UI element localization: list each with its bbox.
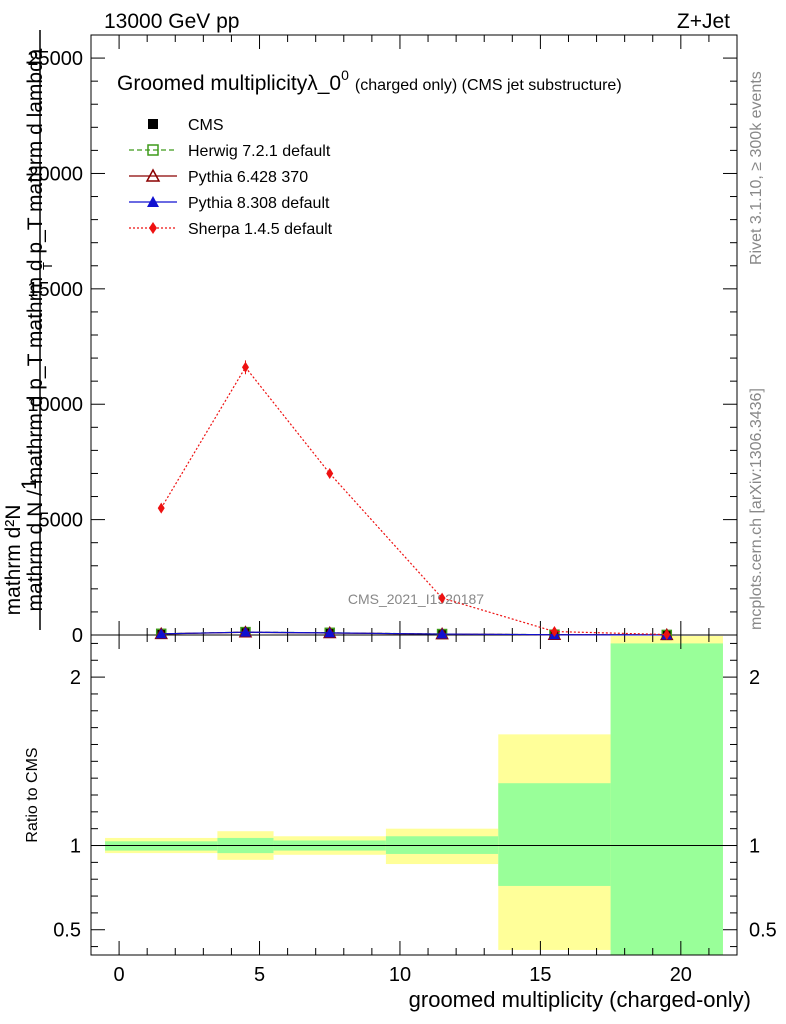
energy-label: 13000 GeV pp bbox=[104, 10, 239, 33]
ratio-xtick-label-3: 15 bbox=[529, 964, 551, 986]
main-ytick-label-3: 15000 bbox=[27, 279, 83, 301]
main-ytick-label-1: 5000 bbox=[39, 510, 84, 532]
main-y-label: mathrm d²N 1 mathrm d N / mathrm d p_T m… bbox=[2, 30, 55, 630]
series-point-3-2 bbox=[324, 627, 336, 638]
x-axis-label: groomed multiplicity (charged-only) bbox=[409, 987, 751, 1012]
legend-marker-2 bbox=[145, 168, 161, 182]
mcplots-label: mcplots.cern.ch [arXiv:1306.3436] bbox=[748, 388, 765, 630]
ratio-ytick-label-1: 1 bbox=[70, 836, 81, 858]
green-band-5 bbox=[610, 643, 723, 955]
legend-label-1: Herwig 7.2.1 default bbox=[188, 143, 331, 160]
legend-label-3: Pythia 8.308 default bbox=[188, 195, 330, 212]
series-point-3-0 bbox=[155, 628, 167, 639]
series-point-4-2 bbox=[326, 467, 334, 479]
ratio-ytick-label-0: 0.5 bbox=[53, 920, 81, 942]
plot-title-main: Groomed multiplicityλ_0 bbox=[117, 72, 341, 95]
series-3 bbox=[155, 626, 673, 640]
ratio-ytick-label-right-2: 2 bbox=[749, 667, 760, 689]
series-point-4-3 bbox=[438, 592, 446, 604]
legend-marker-4 bbox=[149, 222, 157, 234]
legend: CMS Herwig 7.2.1 default Pythia 6.428 370 P… bbox=[129, 117, 333, 238]
ratio-xtick-label-0: 0 bbox=[114, 964, 125, 986]
series-line-3 bbox=[161, 631, 667, 636]
legend-marker-1 bbox=[147, 144, 159, 156]
series-4 bbox=[157, 360, 671, 641]
ratio-ytick-label-right-0: 0.5 bbox=[749, 920, 777, 942]
series-point-4-4 bbox=[550, 626, 558, 638]
legend-label-2: Pythia 6.428 370 bbox=[188, 169, 308, 186]
legend-label-0: CMS bbox=[188, 117, 224, 134]
process-label: Z+Jet bbox=[677, 10, 730, 33]
ratio-y-label: Ratio to CMS bbox=[24, 747, 41, 842]
analysis-watermark: CMS_2021_I1920187 bbox=[348, 591, 484, 607]
series-line-4 bbox=[160, 366, 667, 636]
green-band-4 bbox=[498, 783, 611, 886]
legend-label-4: Sherpa 1.4.5 default bbox=[188, 221, 333, 238]
series-point-3-3 bbox=[436, 628, 448, 639]
series-point-3-1 bbox=[239, 626, 251, 637]
main-ytick-label-2: 10000 bbox=[27, 394, 83, 416]
legend-marker-0 bbox=[148, 119, 158, 129]
series-point-4-1 bbox=[241, 361, 249, 373]
rivet-label: Rivet 3.1.10, ≥ 300k events bbox=[748, 71, 765, 265]
legend-marker-3 bbox=[147, 196, 159, 207]
main-ytick-label-4: 20000 bbox=[27, 163, 83, 185]
y-label-denominator: mathrm d N / mathrm d p_T mathrm d p_T m… bbox=[24, 48, 47, 611]
ratio-ytick-label-2: 2 bbox=[70, 667, 81, 689]
ratio-xtick-label-4: 20 bbox=[670, 964, 692, 986]
y-label-top: mathrm d²N bbox=[2, 505, 25, 616]
ratio-xtick-label-2: 10 bbox=[389, 964, 411, 986]
main-ytick-label-0: 0 bbox=[72, 625, 83, 647]
plot-title-note: (charged only) (CMS jet substructure) bbox=[355, 77, 622, 94]
ratio-xtick-label-1: 5 bbox=[254, 964, 265, 986]
y-label-numerator: 1 bbox=[18, 478, 41, 490]
y-label-subscript: T bbox=[40, 262, 55, 270]
data-series bbox=[154, 360, 674, 641]
ratio-ytick-label-right-1: 1 bbox=[749, 836, 760, 858]
series-point-4-5 bbox=[663, 629, 671, 641]
plot-title-sup: 0 bbox=[341, 67, 349, 83]
ratio-bands bbox=[91, 636, 737, 955]
main-axes: 0 5000 10000 15000 20000 25000 bbox=[27, 35, 737, 647]
main-ytick-label-5: 25000 bbox=[27, 48, 83, 70]
plot-title: Groomed multiplicityλ_00 (charged only) (… bbox=[117, 67, 622, 95]
ratio-axes: 0 5 10 15 20 0.5 0.5 1 1 2 2 bbox=[53, 635, 777, 986]
series-point-4-0 bbox=[157, 502, 165, 514]
